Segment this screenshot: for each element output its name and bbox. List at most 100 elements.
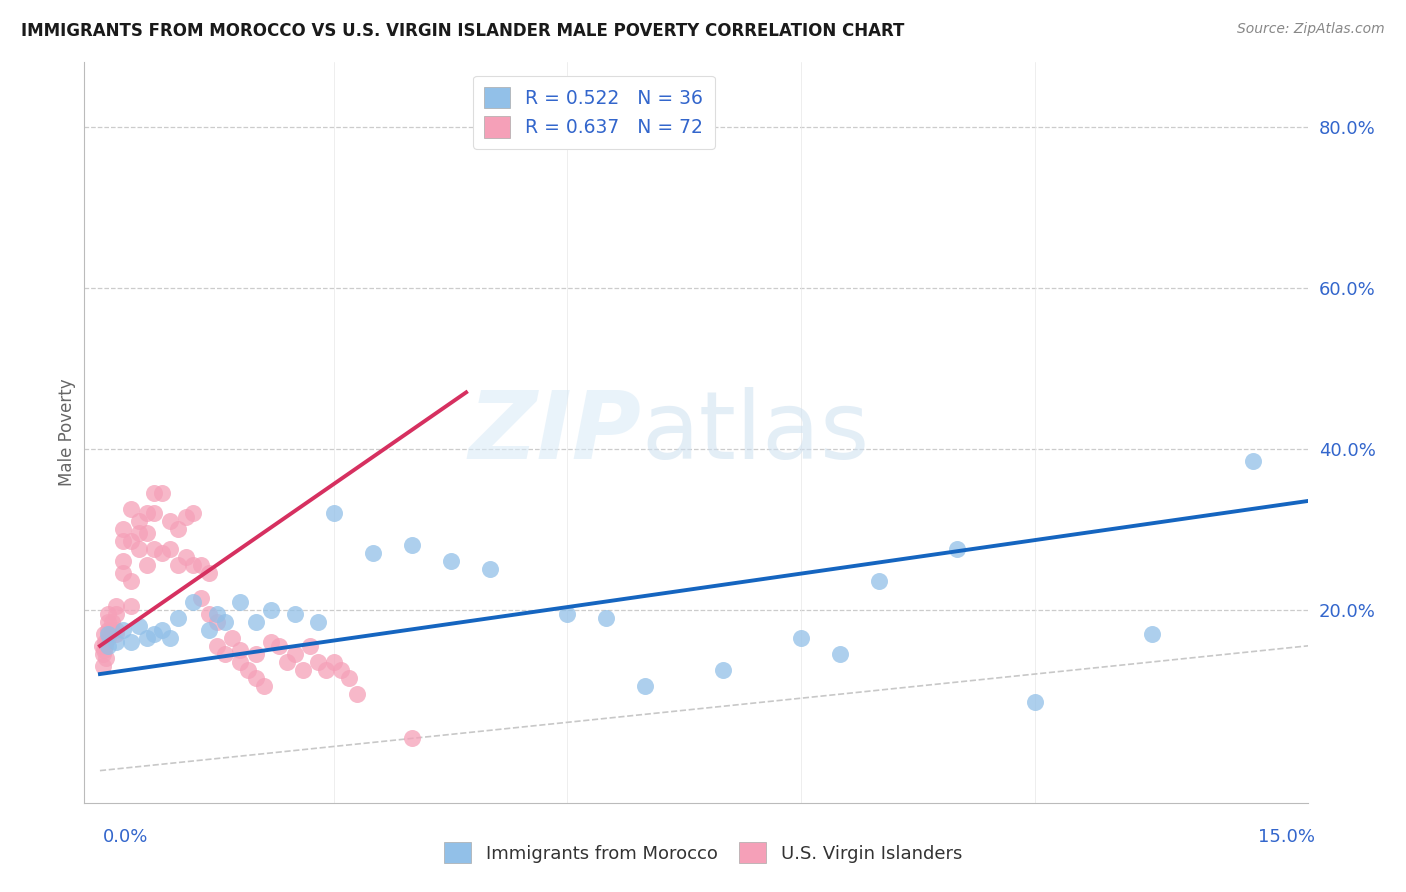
Point xyxy=(245,671,267,685)
Point xyxy=(198,607,221,621)
Point xyxy=(269,639,291,653)
Point xyxy=(104,599,127,613)
Point xyxy=(135,506,157,520)
Point xyxy=(159,631,181,645)
Point xyxy=(557,607,579,621)
Point xyxy=(284,607,307,621)
Point xyxy=(104,627,127,641)
Point xyxy=(120,534,142,549)
Point xyxy=(97,639,120,653)
Point xyxy=(401,731,423,746)
Point xyxy=(104,607,127,621)
Point xyxy=(439,554,461,568)
Point xyxy=(1024,695,1046,709)
Point xyxy=(198,566,221,581)
Point xyxy=(112,534,135,549)
Point xyxy=(299,639,322,653)
Point xyxy=(143,627,166,641)
Point xyxy=(790,631,813,645)
Point xyxy=(143,486,166,500)
Point xyxy=(245,647,267,661)
Point xyxy=(120,574,142,589)
Text: Source: ZipAtlas.com: Source: ZipAtlas.com xyxy=(1237,22,1385,37)
Point xyxy=(97,607,120,621)
Point xyxy=(183,594,205,608)
Point xyxy=(595,610,617,624)
Point xyxy=(159,514,181,528)
Point xyxy=(159,542,181,557)
Point xyxy=(711,663,734,677)
Point xyxy=(100,615,122,629)
Point xyxy=(229,643,252,657)
Point xyxy=(128,542,150,557)
Point xyxy=(150,623,173,637)
Point xyxy=(214,647,236,661)
Point xyxy=(93,639,115,653)
Point xyxy=(112,566,135,581)
Point xyxy=(174,550,197,565)
Point xyxy=(478,562,501,576)
Point xyxy=(284,647,307,661)
Point xyxy=(91,647,114,661)
Point xyxy=(830,647,852,661)
Point xyxy=(94,635,117,649)
Point xyxy=(868,574,890,589)
Point xyxy=(401,538,423,552)
Point xyxy=(91,639,114,653)
Point xyxy=(120,635,142,649)
Y-axis label: Male Poverty: Male Poverty xyxy=(58,379,76,486)
Point xyxy=(291,663,314,677)
Point xyxy=(135,526,157,541)
Legend: R = 0.522   N = 36, R = 0.637   N = 72: R = 0.522 N = 36, R = 0.637 N = 72 xyxy=(472,76,714,149)
Point xyxy=(252,679,274,693)
Point xyxy=(190,591,212,605)
Point xyxy=(96,651,118,665)
Point xyxy=(260,635,283,649)
Point xyxy=(1140,627,1163,641)
Point xyxy=(166,558,188,573)
Point xyxy=(112,522,135,536)
Point xyxy=(93,627,115,641)
Point xyxy=(346,687,368,701)
Point xyxy=(183,558,205,573)
Point xyxy=(104,635,127,649)
Point xyxy=(91,659,114,673)
Point xyxy=(128,526,150,541)
Point xyxy=(322,655,344,669)
Point xyxy=(112,554,135,568)
Point xyxy=(229,655,252,669)
Text: atlas: atlas xyxy=(641,386,869,479)
Point xyxy=(174,510,197,524)
Point xyxy=(183,506,205,520)
Point xyxy=(198,623,221,637)
Point xyxy=(97,631,120,645)
Point xyxy=(112,623,135,637)
Text: 15.0%: 15.0% xyxy=(1257,828,1315,846)
Point xyxy=(128,514,150,528)
Point xyxy=(150,486,173,500)
Point xyxy=(104,623,127,637)
Point xyxy=(93,643,115,657)
Point xyxy=(120,599,142,613)
Point xyxy=(97,627,120,641)
Point xyxy=(100,623,122,637)
Point xyxy=(166,522,188,536)
Point xyxy=(135,558,157,573)
Point xyxy=(120,502,142,516)
Point xyxy=(205,607,228,621)
Point xyxy=(307,655,329,669)
Point xyxy=(221,631,243,645)
Point xyxy=(322,506,344,520)
Point xyxy=(236,663,259,677)
Point xyxy=(143,506,166,520)
Text: ZIP: ZIP xyxy=(468,386,641,479)
Point xyxy=(946,542,969,557)
Point xyxy=(97,615,120,629)
Point xyxy=(307,615,329,629)
Point xyxy=(150,546,173,560)
Text: 0.0%: 0.0% xyxy=(103,828,148,846)
Point xyxy=(260,602,283,616)
Point xyxy=(166,610,188,624)
Point xyxy=(361,546,384,560)
Point xyxy=(1241,454,1264,468)
